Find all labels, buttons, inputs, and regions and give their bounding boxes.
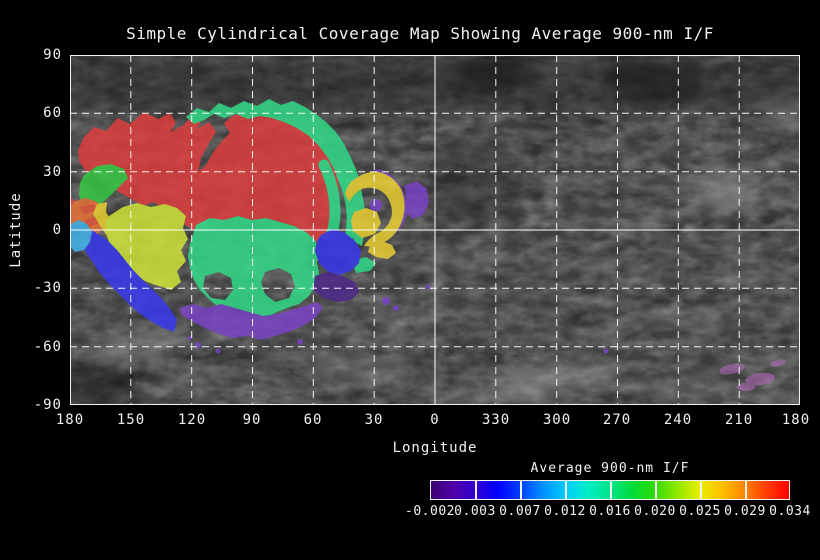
coverage-region-yellow-hook (345, 171, 405, 247)
coverage-region-yellow-bits (368, 241, 396, 259)
colorbar-tick-label: 0.034 (769, 504, 811, 519)
y-tick-label: 0 (52, 222, 62, 238)
plot-title: Simple Cylindrical Coverage Map Showing … (126, 24, 714, 43)
y-tick-label: 90 (43, 47, 62, 63)
plot-frame (70, 55, 800, 405)
coverage-region-purple-right-patch (404, 181, 429, 219)
x-tick-label: 270 (602, 412, 632, 428)
colorbar-divider (520, 481, 522, 499)
colorbar-title: Average 900-nm I/F (530, 461, 690, 476)
colorbar-tick-label: 0.016 (589, 504, 631, 519)
colorbar-tick-label: 0.029 (724, 504, 766, 519)
magenta-smudges (719, 359, 786, 391)
y-tick-label: -60 (33, 339, 62, 355)
x-tick-label: 0 (430, 412, 440, 428)
coverage-region-springgreen-top-arc (186, 99, 366, 246)
colorbar-divider (745, 481, 747, 499)
coverage-regions (70, 99, 609, 354)
x-axis-title: Longitude (392, 440, 478, 456)
colorbar-divider (565, 481, 567, 499)
y-axis-title: Latitude (8, 192, 24, 268)
x-tick-label: 210 (724, 412, 754, 428)
colorbar-tick-label: 0.012 (544, 504, 586, 519)
x-tick-label: 30 (364, 412, 384, 428)
coverage-region-cyan (70, 220, 92, 252)
coverage-region-purple-dot (370, 199, 382, 211)
x-tick-label: 60 (303, 412, 323, 428)
colorbar-divider (655, 481, 657, 499)
x-tick-label: 120 (177, 412, 207, 428)
colorbar-tick-label: 0.007 (499, 504, 541, 519)
colorbar-divider (610, 481, 612, 499)
x-tick-label: 150 (116, 412, 146, 428)
x-tick-label: 240 (663, 412, 693, 428)
colorbar-tick-label: 0.020 (634, 504, 676, 519)
coverage-region-blue-blob (315, 229, 361, 275)
crater-spots (303, 78, 778, 317)
x-tick-label: 180 (55, 412, 85, 428)
gridlines-solid (70, 55, 800, 405)
colorbar (430, 480, 790, 500)
coverage-region-darkpurple (313, 272, 359, 302)
colorbar-divider (700, 481, 702, 499)
graticule (70, 55, 800, 405)
x-tick-label: 330 (481, 412, 511, 428)
x-tick-label: 180 (781, 412, 811, 428)
coverage-region-blue-band (79, 226, 177, 332)
colorbar-divider (475, 481, 477, 499)
plot-area (50, 53, 804, 410)
colorbar-tick-label: 0.003 (454, 504, 496, 519)
y-tick-label: -30 (33, 280, 62, 296)
coverage-region-purple-band (179, 302, 323, 340)
coverage-region-green-left (79, 164, 128, 210)
y-tick-label: 60 (43, 105, 62, 121)
map-svg (50, 53, 804, 410)
colorbar-tick-label: 0.025 (679, 504, 721, 519)
coverage-region-springgreen-lower (188, 216, 319, 318)
y-tick-label: 30 (43, 164, 62, 180)
y-tick-label: -90 (33, 397, 62, 413)
x-tick-label: 300 (542, 412, 572, 428)
colorbar-tick-label: -0.002 (405, 504, 455, 519)
x-tick-label: 90 (242, 412, 262, 428)
